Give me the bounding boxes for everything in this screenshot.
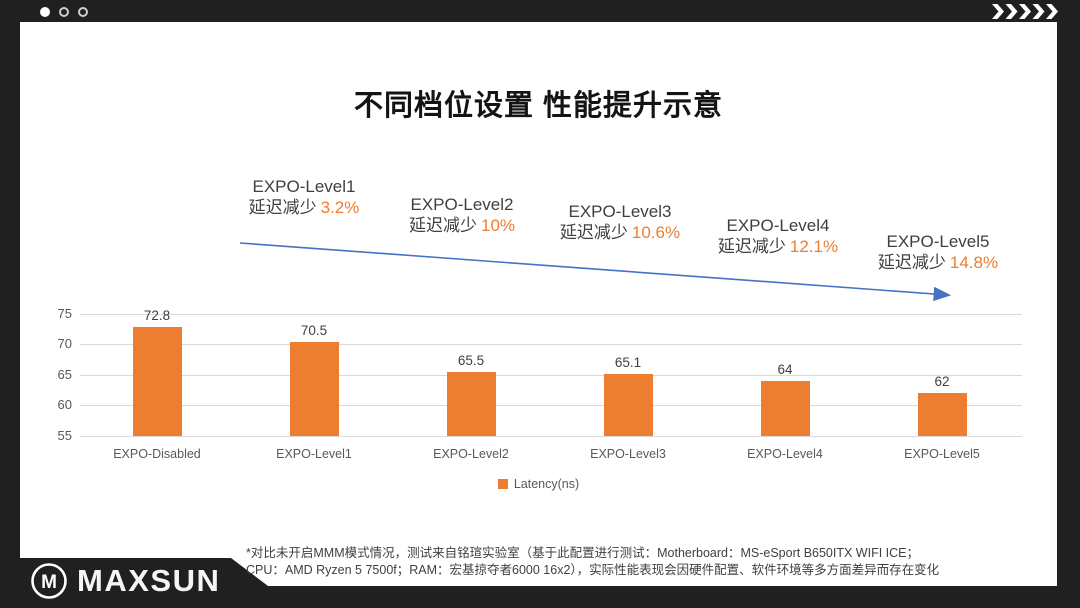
slide-dot-icon[interactable] bbox=[59, 7, 69, 17]
bar-group: 62 bbox=[864, 374, 1020, 436]
latency-percent: 12.1% bbox=[789, 237, 839, 256]
annotation-level-label: EXPO-Level2 bbox=[410, 195, 514, 214]
legend-label: Latency(ns) bbox=[513, 477, 580, 491]
legend-swatch-icon bbox=[497, 479, 508, 489]
bar bbox=[603, 374, 653, 436]
maxsun-logo: M MAXSUN bbox=[30, 561, 220, 601]
annotation-latency-text: 延迟减少 10.6% bbox=[560, 222, 680, 244]
y-axis-tick: 65 bbox=[57, 367, 72, 382]
annotation-latency-text: 延迟减少 3.2% bbox=[249, 197, 360, 219]
bar-value-label: 72.8 bbox=[143, 308, 171, 324]
annotation-expo-level5: EXPO-Level5 延迟减少 14.8% bbox=[878, 231, 998, 274]
bar-value-label: 65.5 bbox=[457, 353, 485, 368]
gridline bbox=[80, 314, 1022, 315]
x-axis-category: EXPO-Disabled bbox=[113, 447, 201, 461]
latency-percent: 10% bbox=[480, 216, 516, 235]
slide-indicator-dots bbox=[40, 7, 88, 17]
latency-prefix: 延迟减少 bbox=[559, 223, 628, 242]
latency-prefix: 延迟减少 bbox=[717, 237, 786, 256]
bar-group: 64 bbox=[707, 362, 863, 436]
bar bbox=[289, 341, 339, 436]
y-axis-tick: 55 bbox=[57, 428, 72, 443]
x-axis-category: EXPO-Level1 bbox=[276, 447, 352, 461]
annotation-latency-text: 延迟减少 14.8% bbox=[878, 252, 998, 274]
x-axis-category: EXPO-Level2 bbox=[433, 447, 509, 461]
bar-group: 65.1 bbox=[550, 355, 706, 436]
gridline bbox=[80, 344, 1022, 345]
annotation-level-label: EXPO-Level5 bbox=[886, 232, 990, 251]
chevrons-right-icon[interactable] bbox=[992, 4, 1064, 19]
x-axis-category: EXPO-Level5 bbox=[904, 447, 980, 461]
x-axis-category: EXPO-Level4 bbox=[747, 447, 823, 461]
bar-value-label: 70.5 bbox=[300, 322, 328, 338]
annotation-expo-level4: EXPO-Level4 延迟减少 12.1% bbox=[718, 215, 838, 258]
footnote-line2: CPU：AMD Ryzen 5 7500f；RAM：宏基掠夺者6000 16x2… bbox=[246, 563, 940, 577]
annotation-level-label: EXPO-Level1 bbox=[252, 177, 356, 196]
annotation-expo-level2: EXPO-Level2 延迟减少 10% bbox=[409, 194, 515, 237]
slide-dot-icon[interactable] bbox=[78, 7, 88, 17]
footnote-line1: *对比未开启MMM模式情况，测试来自铭瑄实验室（基于此配置进行测试：Mother… bbox=[246, 546, 919, 560]
x-axis-category: EXPO-Level3 bbox=[590, 447, 666, 461]
annotation-expo-level1: EXPO-Level1 延迟减少 3.2% bbox=[249, 176, 360, 219]
page-title: 不同档位设置 性能提升示意 bbox=[353, 90, 724, 122]
latency-prefix: 延迟减少 bbox=[408, 216, 477, 235]
bar-group: 70.5 bbox=[236, 322, 392, 436]
annotation-level-label: EXPO-Level4 bbox=[726, 216, 830, 235]
x-axis-line bbox=[80, 436, 1022, 437]
gridline bbox=[80, 375, 1022, 376]
annotation-latency-text: 延迟减少 10% bbox=[409, 215, 515, 237]
gridline bbox=[80, 405, 1022, 406]
y-axis-tick: 75 bbox=[57, 306, 72, 321]
bar-group: 72.8 bbox=[79, 308, 235, 436]
annotation-level-label: EXPO-Level3 bbox=[568, 202, 672, 221]
bar-value-label: 64 bbox=[777, 362, 793, 378]
footnote: *对比未开启MMM模式情况，测试来自铭瑄实验室（基于此配置进行测试：Mother… bbox=[246, 545, 1046, 579]
footer-panel bbox=[231, 558, 1057, 586]
bar-value-label: 65.1 bbox=[614, 355, 642, 371]
latency-prefix: 延迟减少 bbox=[248, 198, 317, 217]
maxsun-logo-mark-icon: M bbox=[31, 563, 67, 599]
y-axis-tick: 70 bbox=[57, 336, 72, 351]
bar-group: 65.5 bbox=[393, 353, 549, 436]
y-axis-tick: 60 bbox=[57, 397, 72, 412]
bar bbox=[446, 372, 496, 436]
slide-dot-active-icon[interactable] bbox=[40, 7, 50, 17]
annotation-expo-level3: EXPO-Level3 延迟减少 10.6% bbox=[560, 201, 680, 244]
latency-prefix: 延迟减少 bbox=[877, 253, 946, 272]
bar-value-label: 62 bbox=[934, 374, 950, 390]
annotation-latency-text: 延迟减少 12.1% bbox=[718, 236, 838, 258]
top-bar bbox=[0, 0, 1080, 22]
bar bbox=[760, 381, 810, 436]
latency-percent: 14.8% bbox=[949, 253, 999, 272]
latency-percent: 10.6% bbox=[631, 223, 681, 242]
brand-wordmark: MAXSUN bbox=[77, 563, 221, 598]
latency-percent: 3.2% bbox=[320, 198, 360, 217]
logo-letter: M bbox=[41, 572, 57, 593]
bar bbox=[917, 393, 967, 436]
bar bbox=[132, 327, 182, 436]
chart-legend: Latency(ns) bbox=[20, 477, 1057, 491]
